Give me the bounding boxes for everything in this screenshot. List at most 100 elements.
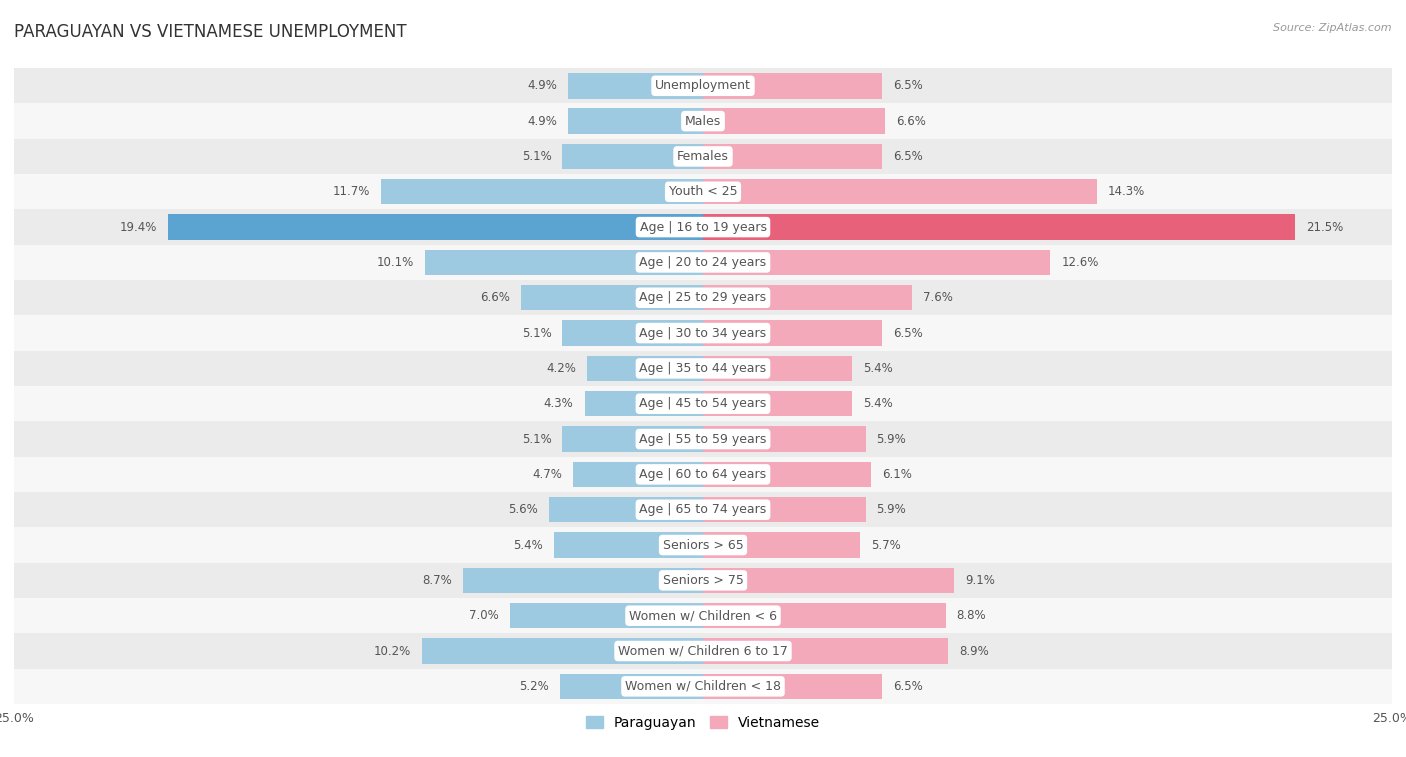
Bar [422, 638, 703, 664]
Text: 6.5%: 6.5% [893, 680, 922, 693]
Bar [14, 350, 1392, 386]
Text: 5.1%: 5.1% [522, 150, 551, 163]
Bar [562, 426, 703, 452]
Text: 5.2%: 5.2% [519, 680, 548, 693]
Text: 5.4%: 5.4% [863, 397, 893, 410]
Text: Age | 60 to 64 years: Age | 60 to 64 years [640, 468, 766, 481]
Bar [703, 426, 866, 452]
Bar [703, 638, 948, 664]
Text: 5.9%: 5.9% [876, 432, 907, 446]
Text: Seniors > 75: Seniors > 75 [662, 574, 744, 587]
Text: Age | 55 to 59 years: Age | 55 to 59 years [640, 432, 766, 446]
Bar [703, 285, 912, 310]
Bar [463, 568, 703, 593]
Text: Seniors > 65: Seniors > 65 [662, 538, 744, 552]
Text: Age | 45 to 54 years: Age | 45 to 54 years [640, 397, 766, 410]
Text: 7.6%: 7.6% [924, 291, 953, 304]
Text: 14.3%: 14.3% [1108, 185, 1146, 198]
Bar [703, 214, 1295, 240]
Bar [574, 462, 703, 487]
Text: 4.3%: 4.3% [544, 397, 574, 410]
Bar [14, 174, 1392, 210]
Text: Youth < 25: Youth < 25 [669, 185, 737, 198]
Bar [703, 462, 872, 487]
Bar [703, 391, 852, 416]
Text: 4.9%: 4.9% [527, 79, 557, 92]
Text: 4.7%: 4.7% [533, 468, 562, 481]
Bar [14, 139, 1392, 174]
Bar [703, 250, 1050, 275]
Text: Age | 16 to 19 years: Age | 16 to 19 years [640, 220, 766, 234]
Text: 8.7%: 8.7% [422, 574, 453, 587]
Bar [562, 320, 703, 346]
Bar [425, 250, 703, 275]
Bar [562, 144, 703, 169]
Text: 5.9%: 5.9% [876, 503, 907, 516]
Text: 6.5%: 6.5% [893, 150, 922, 163]
Bar [14, 386, 1392, 422]
Text: PARAGUAYAN VS VIETNAMESE UNEMPLOYMENT: PARAGUAYAN VS VIETNAMESE UNEMPLOYMENT [14, 23, 406, 41]
Text: Age | 25 to 29 years: Age | 25 to 29 years [640, 291, 766, 304]
Text: Age | 30 to 34 years: Age | 30 to 34 years [640, 326, 766, 340]
Bar [14, 668, 1392, 704]
Text: Women w/ Children 6 to 17: Women w/ Children 6 to 17 [619, 644, 787, 658]
Bar [510, 603, 703, 628]
Bar [14, 528, 1392, 562]
Text: 4.2%: 4.2% [547, 362, 576, 375]
Bar [703, 568, 953, 593]
Bar [703, 532, 860, 558]
Text: 5.6%: 5.6% [508, 503, 537, 516]
Bar [522, 285, 703, 310]
Text: 5.7%: 5.7% [872, 538, 901, 552]
Text: 6.6%: 6.6% [896, 114, 925, 128]
Bar [14, 492, 1392, 528]
Bar [169, 214, 703, 240]
Bar [14, 422, 1392, 456]
Legend: Paraguayan, Vietnamese: Paraguayan, Vietnamese [581, 710, 825, 735]
Text: Women w/ Children < 18: Women w/ Children < 18 [626, 680, 780, 693]
Bar [568, 73, 703, 98]
Bar [14, 562, 1392, 598]
Text: 5.4%: 5.4% [513, 538, 543, 552]
Text: Unemployment: Unemployment [655, 79, 751, 92]
Bar [14, 245, 1392, 280]
Text: Males: Males [685, 114, 721, 128]
Text: 10.2%: 10.2% [374, 644, 411, 658]
Text: 5.4%: 5.4% [863, 362, 893, 375]
Text: 12.6%: 12.6% [1062, 256, 1098, 269]
Bar [703, 674, 882, 699]
Bar [703, 320, 882, 346]
Text: 6.1%: 6.1% [882, 468, 912, 481]
Text: Source: ZipAtlas.com: Source: ZipAtlas.com [1274, 23, 1392, 33]
Text: 6.6%: 6.6% [481, 291, 510, 304]
Bar [14, 68, 1392, 104]
Text: 9.1%: 9.1% [965, 574, 994, 587]
Bar [14, 104, 1392, 139]
Text: 5.1%: 5.1% [522, 432, 551, 446]
Text: Females: Females [678, 150, 728, 163]
Text: Age | 35 to 44 years: Age | 35 to 44 years [640, 362, 766, 375]
Text: 4.9%: 4.9% [527, 114, 557, 128]
Bar [568, 108, 703, 134]
Bar [14, 280, 1392, 316]
Text: 19.4%: 19.4% [120, 220, 157, 234]
Text: Age | 65 to 74 years: Age | 65 to 74 years [640, 503, 766, 516]
Text: 6.5%: 6.5% [893, 326, 922, 340]
Text: 11.7%: 11.7% [332, 185, 370, 198]
Bar [14, 456, 1392, 492]
Bar [703, 603, 945, 628]
Bar [703, 73, 882, 98]
Bar [703, 356, 852, 381]
Text: 5.1%: 5.1% [522, 326, 551, 340]
Bar [14, 634, 1392, 668]
Bar [14, 210, 1392, 245]
Bar [381, 179, 703, 204]
Bar [14, 598, 1392, 634]
Bar [548, 497, 703, 522]
Text: Women w/ Children < 6: Women w/ Children < 6 [628, 609, 778, 622]
Bar [560, 674, 703, 699]
Bar [585, 391, 703, 416]
Text: 6.5%: 6.5% [893, 79, 922, 92]
Bar [703, 144, 882, 169]
Bar [14, 316, 1392, 350]
